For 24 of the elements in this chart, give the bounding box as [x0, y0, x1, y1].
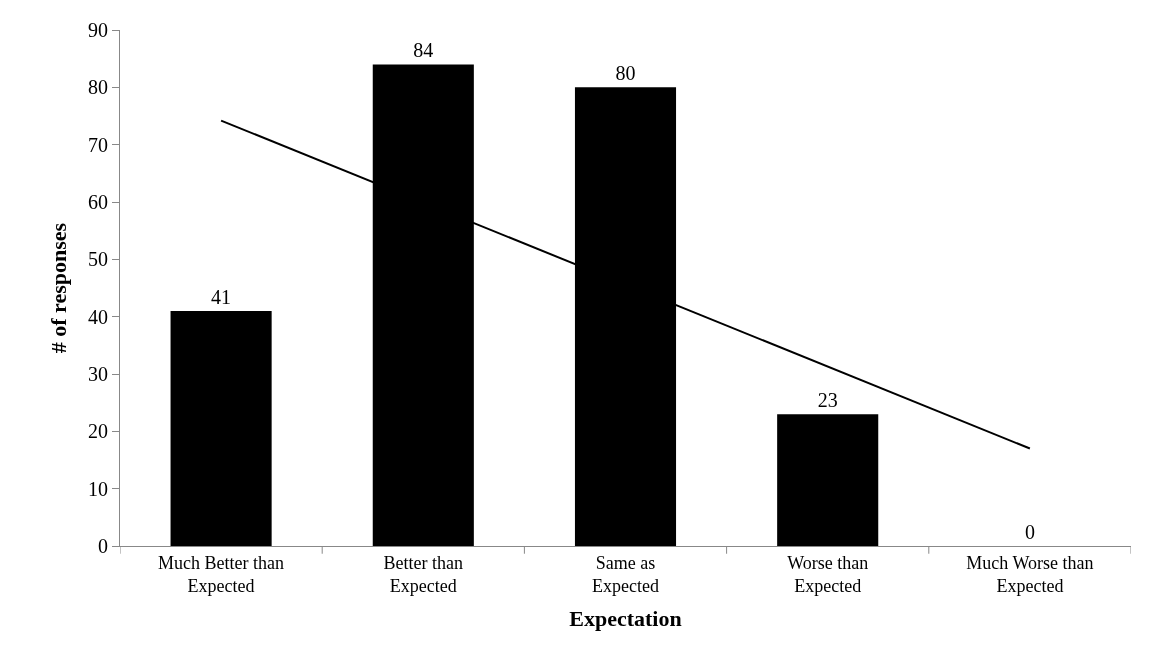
y-tick-label: 80	[88, 76, 108, 99]
data-label: 84	[413, 39, 434, 62]
y-tick-label: 50	[88, 248, 108, 271]
x-tick-label: Better than Expected	[383, 552, 464, 596]
data-label: 23	[817, 389, 838, 412]
data-label: 0	[1024, 521, 1035, 543]
x-tick-label: Worse than Expected	[787, 552, 869, 596]
y-axis-title: # of responses	[45, 222, 71, 354]
bar	[170, 310, 272, 546]
x-tick-label: Same as Expected	[592, 552, 659, 596]
y-tick-label: 30	[88, 363, 108, 385]
y-tick-label: 60	[88, 191, 108, 213]
y-tick-label: 10	[88, 477, 108, 500]
y-tick-label: 20	[88, 420, 108, 443]
x-tick-label: Much Better than Expected	[158, 552, 285, 596]
y-tick-label: 70	[88, 133, 108, 156]
y-tick-label: 40	[88, 305, 108, 328]
x-tick-label: Much Worse than Expected	[966, 552, 1094, 596]
y-tick-label: 90	[88, 19, 108, 41]
data-label: 41	[211, 285, 232, 308]
y-tick-label: 0	[98, 535, 108, 557]
data-label: 80	[615, 62, 636, 85]
x-axis-title: Expectation	[569, 605, 682, 631]
bar	[777, 414, 879, 546]
